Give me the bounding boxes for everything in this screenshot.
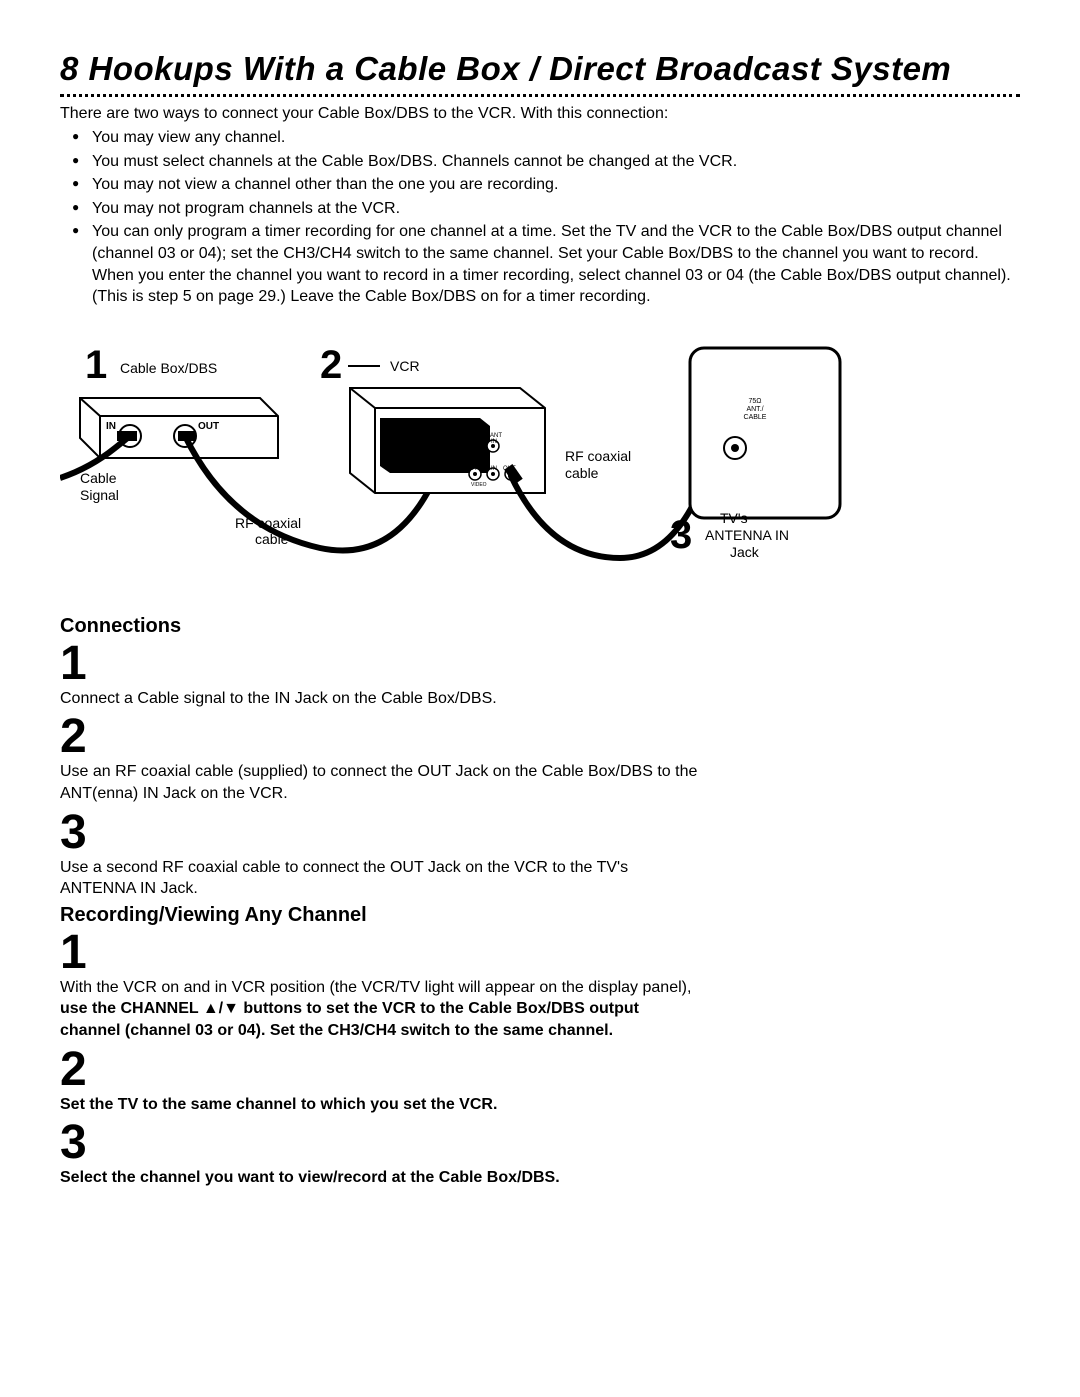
step-number: 1: [60, 640, 1020, 688]
intro-text: There are two ways to connect your Cable…: [60, 105, 1020, 123]
title-underline: [60, 94, 1020, 97]
in-label: IN: [106, 421, 116, 432]
hookup-diagram: 1 Cable Box/DBS IN OUT Cable Signal RF c…: [60, 328, 1020, 588]
bullet-list: You may view any channel. You must selec…: [60, 127, 1020, 308]
svg-text:75Ω: 75Ω: [748, 398, 761, 405]
list-item: You may not view a channel other than th…: [72, 174, 1020, 196]
page-title: 8 Hookups With a Cable Box / Direct Broa…: [60, 50, 1020, 88]
diagram-num-3: 3: [670, 513, 692, 557]
tv-jack-label-3: Jack: [730, 544, 760, 560]
list-item: You may not program channels at the VCR.: [72, 198, 1020, 220]
connections-heading: Connections: [60, 615, 1020, 638]
recording-heading: Recording/Viewing Any Channel: [60, 904, 1020, 927]
list-item: You may view any channel.: [72, 127, 1020, 149]
tv-icon: 75Ω ANT./ CABLE: [690, 348, 840, 518]
out-label: OUT: [198, 421, 219, 432]
step-text: Connect a Cable signal to the IN Jack on…: [60, 688, 700, 710]
tv-jack-label-1: TV's: [720, 510, 748, 526]
step-text-pre: With the VCR on and in VCR position (the…: [60, 979, 691, 996]
svg-text:IN: IN: [491, 439, 497, 445]
rf-label-2a: RF coaxial: [565, 448, 631, 464]
diagram-label-cablebox: Cable Box/DBS: [120, 360, 217, 376]
step-text: Set the TV to the same channel to which …: [60, 1094, 700, 1116]
diagram-num-2: 2: [320, 343, 342, 387]
step-number: 3: [60, 1119, 1020, 1167]
step-number: 1: [60, 929, 1020, 977]
step-text: Select the channel you want to view/reco…: [60, 1167, 700, 1189]
cable-signal-label: Cable: [80, 470, 117, 486]
step-text-bold: use the CHANNEL ▲/▼ buttons to set the V…: [60, 1000, 639, 1039]
step-number: 3: [60, 809, 1020, 857]
list-item: You can only program a timer recording f…: [72, 221, 1020, 307]
rf-label-2b: cable: [565, 465, 599, 481]
diagram-label-vcr: VCR: [390, 358, 420, 374]
step-text: Use an RF coaxial cable (supplied) to co…: [60, 761, 700, 804]
svg-text:IN: IN: [491, 466, 497, 472]
step-number: 2: [60, 1046, 1020, 1094]
svg-text:CABLE: CABLE: [744, 414, 767, 421]
tv-jack-label-2: ANTENNA IN: [705, 527, 789, 543]
step-number: 2: [60, 713, 1020, 761]
diagram-num-1: 1: [85, 343, 107, 387]
svg-text:ANT./: ANT./: [746, 406, 763, 413]
step-text: Use a second RF coaxial cable to connect…: [60, 857, 700, 900]
svg-text:VIDEO: VIDEO: [471, 482, 487, 488]
step-text: With the VCR on and in VCR position (the…: [60, 977, 700, 1042]
rf-label-1b: cable: [255, 531, 289, 547]
list-item: You must select channels at the Cable Bo…: [72, 151, 1020, 173]
svg-text:OUT: OUT: [465, 466, 478, 472]
cable-signal-label2: Signal: [80, 487, 119, 503]
rf-label-1a: RF coaxial: [235, 515, 301, 531]
